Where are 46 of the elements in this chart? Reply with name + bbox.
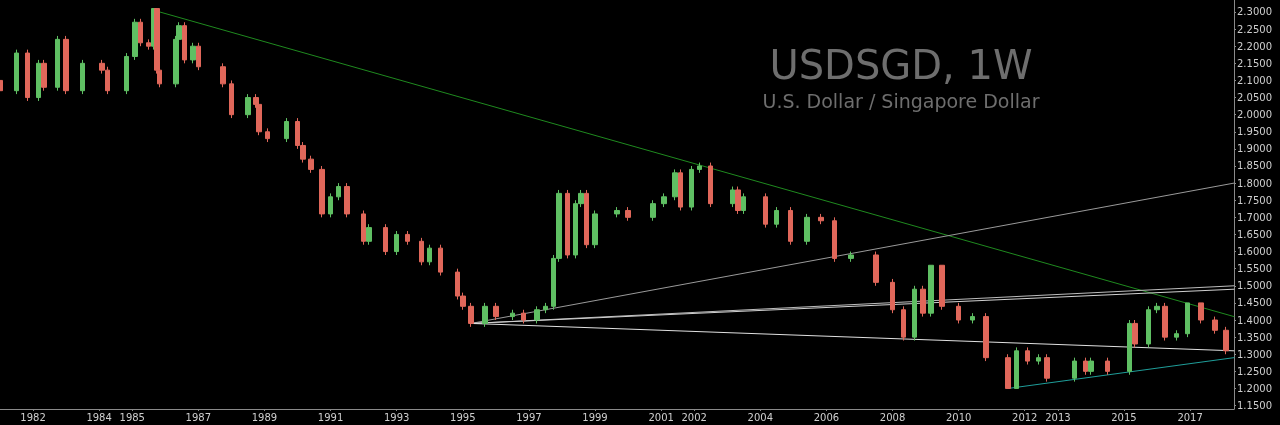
- x-tick-label: 1997: [516, 411, 542, 423]
- y-tick-label: 1.2500: [1237, 365, 1272, 377]
- x-tick-label: 2008: [879, 411, 906, 423]
- x-tick-label: 1995: [450, 411, 476, 423]
- text: U.S. Dollar / Singapore Dollar: [762, 89, 1040, 112]
- x-tick-label: 1991: [317, 411, 344, 423]
- x-tick-label: 2015: [1111, 411, 1137, 423]
- x-tick-label: 1984: [86, 411, 112, 423]
- y-tick-label: 1.5500: [1237, 263, 1272, 275]
- text: USDSGD, 1W: [769, 42, 1033, 88]
- y-tick-label: 1.7500: [1237, 194, 1272, 206]
- y-tick-label: 1.9500: [1237, 126, 1272, 138]
- x-tick-label: 2017: [1177, 411, 1203, 423]
- y-tick-label: 2.2000: [1237, 40, 1272, 52]
- y-tick-label: 1.7000: [1237, 211, 1272, 223]
- y-tick-label: 1.4500: [1237, 297, 1272, 309]
- y-tick-label: 1.8000: [1237, 177, 1272, 189]
- x-tick-label: 1982: [20, 411, 46, 423]
- y-tick-label: 1.6000: [1237, 246, 1272, 258]
- y-tick-label: 2.0500: [1237, 92, 1272, 104]
- y-tick-label: 2.2500: [1237, 23, 1272, 35]
- x-tick-label: 2002: [681, 411, 707, 423]
- y-tick-label: 1.4000: [1237, 314, 1272, 326]
- y-tick-label: 2.1500: [1237, 57, 1272, 69]
- y-tick-label: 2.3000: [1237, 6, 1272, 18]
- y-tick-label: 1.9000: [1237, 143, 1272, 155]
- y-tick-label: 1.8500: [1237, 160, 1272, 172]
- x-tick-label: 1999: [582, 411, 608, 423]
- y-tick-label: 1.6500: [1237, 228, 1272, 240]
- y-tick-label: 1.1500: [1237, 400, 1272, 412]
- x-tick-label: 2012: [1012, 411, 1038, 423]
- y-tick-label: 1.5000: [1237, 280, 1272, 292]
- x-tick-label: 2013: [1045, 411, 1071, 423]
- x-tick-label: 1993: [383, 411, 410, 423]
- y-tick-label: 1.3000: [1237, 348, 1272, 360]
- y-tick-label: 2.0000: [1237, 109, 1272, 121]
- x-tick-label: 2001: [648, 411, 674, 423]
- x-tick-label: 2010: [945, 411, 972, 423]
- x-tick-label: 2006: [813, 411, 840, 423]
- y-tick-label: 1.3500: [1237, 331, 1272, 343]
- x-tick-label: 1985: [119, 411, 145, 423]
- y-tick-label: 2.1000: [1237, 74, 1272, 86]
- x-tick-label: 1989: [251, 411, 278, 423]
- x-tick-label: 1987: [185, 411, 212, 423]
- y-tick-label: 1.2000: [1237, 382, 1272, 394]
- x-tick-label: 2004: [747, 411, 773, 423]
